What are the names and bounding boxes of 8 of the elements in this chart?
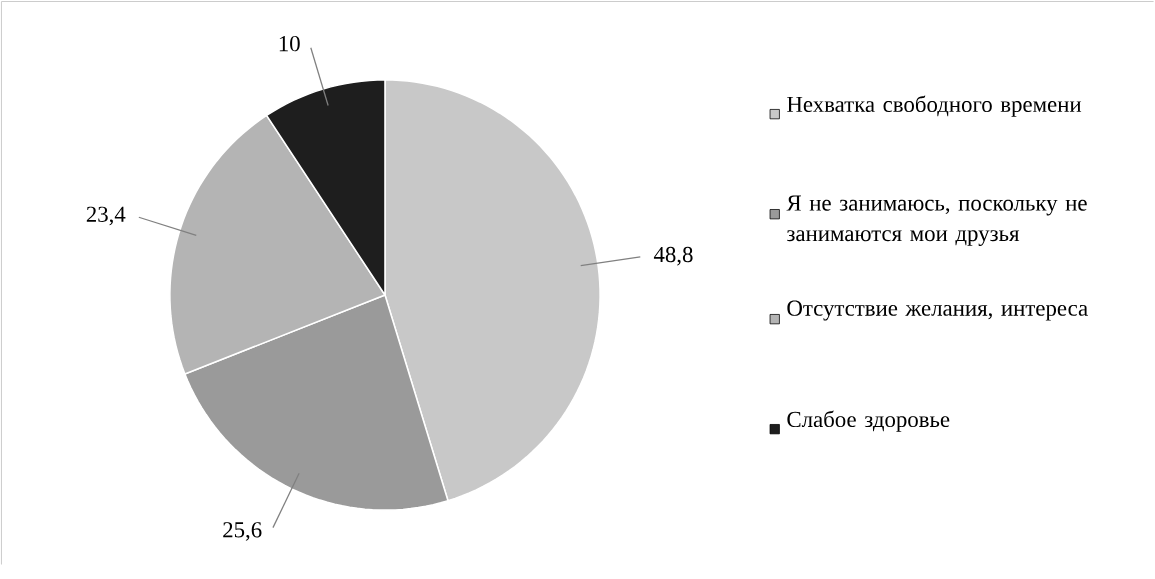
legend-label: Нехватка свободного времени (787, 95, 1082, 117)
data-label: 48,8 (653, 246, 693, 266)
data-label: 10 (279, 35, 300, 52)
data-label: 25,6 (223, 522, 262, 541)
legend-label: Я не занимаюсь, поскольку не занимаются мои друзья (786, 195, 1087, 246)
legend-label: Слабое здоровье (787, 410, 950, 432)
data-label: 23,4 (86, 206, 126, 226)
legend-label: Отсутствие желания, интереса (787, 300, 1088, 321)
